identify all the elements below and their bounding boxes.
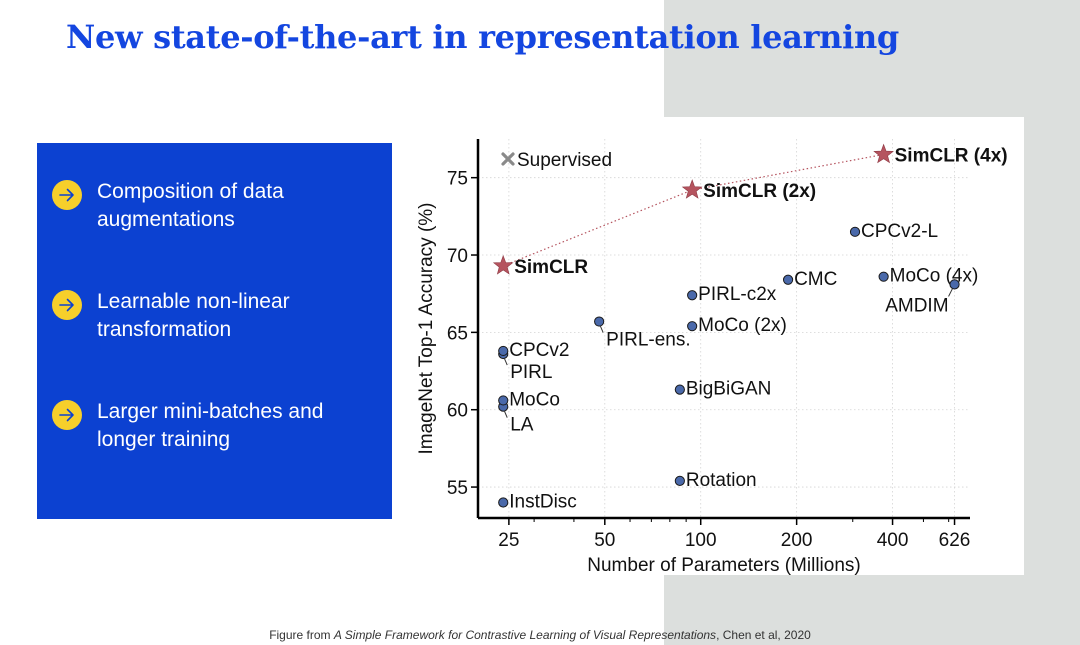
data-label-la: LA [510, 415, 534, 436]
leader-line [599, 325, 604, 333]
data-point-bigbigan [674, 384, 685, 395]
x-axis-label: Number of Parameters (Millions) [587, 555, 860, 575]
supervised-x-marker [501, 152, 515, 166]
data-label-simclr-4x: SimCLR (4x) [895, 145, 1008, 166]
y-tick-label: 60 [447, 401, 468, 422]
figure-caption: Figure from A Simple Framework for Contr… [0, 628, 1080, 642]
arrow-right-icon [52, 180, 82, 210]
bullet-text: Learnable non-linear transformation [97, 290, 290, 341]
data-label-moco-4x: MoCo (4x) [890, 266, 979, 287]
x-tick-label: 200 [781, 530, 813, 551]
y-tick-label: 65 [447, 323, 468, 344]
data-label-pirl-ens: PIRL-ens. [606, 330, 690, 351]
leader-line [948, 288, 953, 297]
data-label-simclr: SimCLR [514, 257, 588, 278]
data-point-moco [498, 395, 509, 406]
chart-card: 55 60 65 70 75 25 50 100 200 400 626 Number of Para… [408, 117, 1024, 575]
data-point-pirl-ens [594, 316, 605, 327]
data-label-cpcv2-l: CPCv2-L [861, 221, 938, 242]
caption-suffix: , Chen et al, 2020 [716, 628, 811, 642]
bullet-item: Composition of data augmentations [52, 178, 377, 234]
data-label-pirl-c2x: PIRL-c2x [698, 284, 777, 305]
bullet-item: Learnable non-linear transformation [52, 288, 377, 344]
x-tick-label: 25 [498, 530, 519, 551]
data-point-moco-4x [878, 271, 889, 282]
simclr-trend-line [503, 153, 884, 267]
bullet-item: Larger mini-batches and longer training [52, 398, 377, 454]
data-label-rotation: Rotation [686, 470, 757, 491]
bullet-panel: Composition of data augmentations Learna… [37, 143, 392, 519]
y-tick-label: 70 [447, 246, 468, 267]
data-point-cmc [782, 274, 794, 285]
arrow-right-icon [52, 290, 82, 320]
y-tick-label: 75 [447, 169, 468, 190]
star-simclr [492, 254, 514, 275]
y-axis-label: ImageNet Top-1 Accuracy (%) [416, 202, 437, 454]
data-point-rotation [674, 475, 685, 486]
star-simclr-4x [873, 143, 894, 164]
x-tick-label: 626 [939, 530, 971, 551]
data-point-pirl-c2x [687, 290, 698, 301]
data-label-cmc: CMC [794, 269, 837, 290]
y-tick-label: 55 [447, 478, 468, 499]
data-label-moco-2x: MoCo (2x) [698, 315, 787, 336]
caption-prefix: Figure from [269, 628, 334, 642]
data-label-cpcv2: CPCv2 [509, 340, 569, 361]
leader-line [503, 357, 508, 366]
x-tick-label: 100 [685, 530, 717, 551]
slide-title: New state-of-the-art in representation l… [66, 18, 899, 56]
data-label-moco: MoCo [509, 389, 560, 410]
legend-label-supervised: Supervised [517, 150, 612, 171]
data-label-instdisc: InstDisc [509, 492, 577, 513]
scatter-chart: 55 60 65 70 75 25 50 100 200 400 626 Number of Para… [416, 139, 1008, 575]
x-tick-label: 50 [594, 530, 615, 551]
caption-paper-title: A Simple Framework for Contrastive Learn… [333, 628, 717, 642]
data-label-amdim: AMDIM [885, 295, 948, 316]
leader-line [503, 410, 508, 418]
data-point-cpcv2 [498, 345, 509, 357]
data-point-amdim [949, 279, 960, 290]
data-point-instdisc [498, 497, 509, 508]
data-label-pirl: PIRL [510, 362, 552, 383]
data-point-moco-2x [687, 321, 698, 332]
data-point-cpcv2-l [849, 226, 861, 237]
data-label-simclr-2x: SimCLR (2x) [703, 181, 816, 202]
bullet-text: Composition of data augmentations [97, 180, 284, 231]
arrow-right-icon [52, 400, 82, 430]
bullet-text: Larger mini-batches and longer training [97, 400, 324, 451]
data-label-bigbigan: BigBiGAN [686, 379, 772, 400]
x-tick-label: 400 [877, 530, 909, 551]
star-simclr-2x [681, 179, 703, 199]
